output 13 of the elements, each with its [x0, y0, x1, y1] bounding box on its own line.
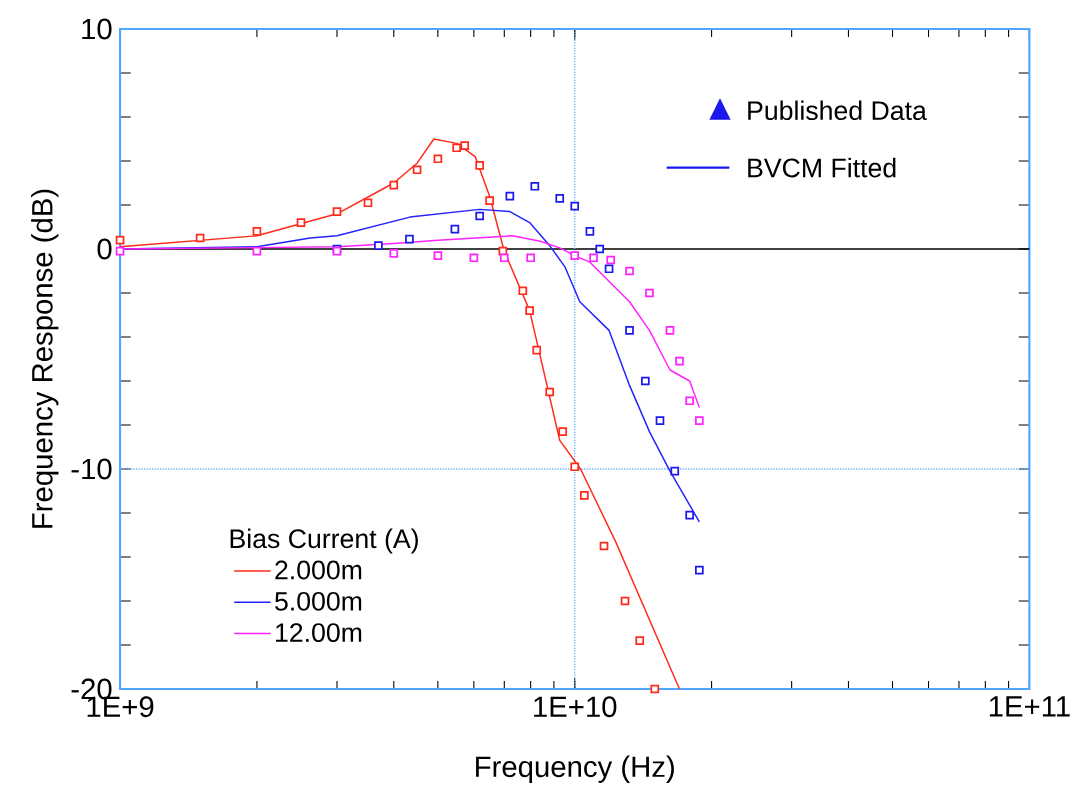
- x-tick-label: 1E+10: [534, 696, 617, 718]
- legend-label: 2.000m: [275, 560, 362, 580]
- annotation: BVCM Fitted: [748, 157, 896, 178]
- annotation: Published Data: [748, 100, 927, 121]
- x-tick-label: 1E+11: [989, 696, 1070, 717]
- y-tick-label: -10: [71, 458, 112, 480]
- legend-label: 12.00m: [276, 623, 362, 643]
- x-axis-title: Frequency (Hz): [476, 755, 674, 783]
- y-tick-label: 0: [97, 238, 112, 260]
- y-axis-title: Frequency Response (dB): [31, 189, 59, 528]
- y-tick-label: 10: [82, 18, 112, 40]
- legend-title: Bias Current (A): [230, 528, 418, 554]
- legend-label: 5.000m: [275, 591, 362, 611]
